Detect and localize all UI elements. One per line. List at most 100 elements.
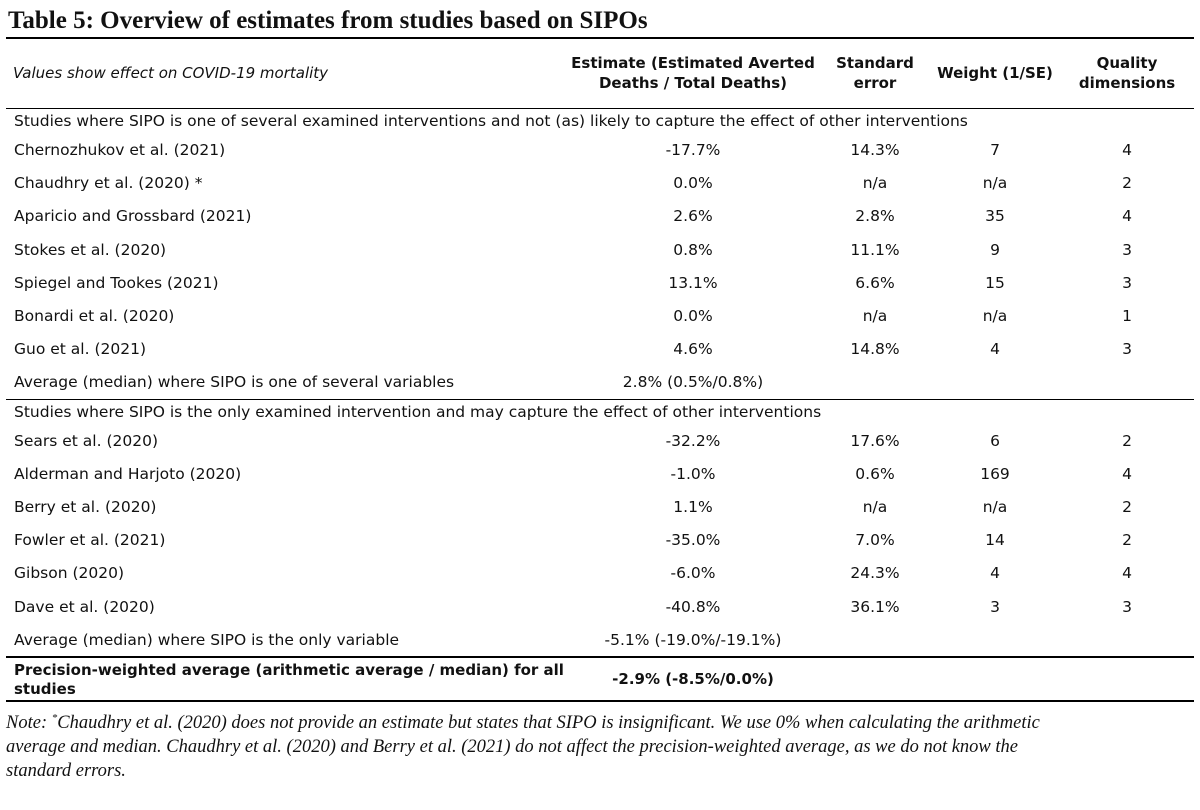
column-header-estimate: Estimate (Estimated Averted Deaths / Tot… bbox=[571, 54, 815, 93]
study-name: Guo et al. (2021) bbox=[14, 340, 146, 359]
quality-cell: 4 bbox=[1122, 207, 1132, 226]
standard-error-cell: n/a bbox=[862, 497, 888, 516]
weight-cell: n/a bbox=[982, 174, 1008, 193]
table-row: Berry et al. (2020) 1.1% n/a n/a 2 bbox=[6, 490, 1194, 523]
table-note: Note: *Chaudhry et al. (2020) does not p… bbox=[6, 706, 1066, 783]
standard-error-cell: 17.6% bbox=[850, 431, 900, 450]
standard-error-cell: 0.6% bbox=[855, 464, 895, 483]
section-label: Studies where SIPO is the only examined … bbox=[14, 403, 822, 421]
quality-cell: 2 bbox=[1122, 174, 1132, 193]
estimate-cell: 0.0% bbox=[673, 174, 713, 193]
table-row: Bonardi et al. (2020) 0.0% n/a n/a 1 bbox=[6, 299, 1194, 332]
quality-cell: 2 bbox=[1122, 431, 1132, 450]
column-header-quality: Quality dimensions bbox=[1078, 54, 1176, 93]
estimate-cell: -35.0% bbox=[665, 531, 721, 550]
study-name: Gibson (2020) bbox=[14, 564, 125, 583]
study-name: Berry et al. (2020) bbox=[14, 497, 157, 516]
quality-cell: 2 bbox=[1122, 497, 1132, 516]
standard-error-cell: 14.8% bbox=[850, 340, 900, 359]
quality-cell: 2 bbox=[1122, 531, 1132, 550]
table-header-row: Values show effect on COVID-19 mortality… bbox=[6, 38, 1194, 108]
estimate-cell: -17.7% bbox=[665, 141, 721, 160]
weight-cell: 169 bbox=[980, 464, 1010, 483]
average-label: Average (median) where SIPO is one of se… bbox=[14, 373, 455, 392]
weight-cell: n/a bbox=[982, 307, 1008, 326]
table-title: Table 5: Overview of estimates from stud… bbox=[8, 7, 648, 34]
quality-cell: 4 bbox=[1122, 564, 1132, 583]
study-name: Chaudhry et al. (2020) * bbox=[14, 174, 203, 193]
section-heading-several: Studies where SIPO is one of several exa… bbox=[6, 108, 1194, 134]
quality-cell: 4 bbox=[1122, 141, 1132, 160]
note-text: Chaudhry et al. (2020) does not provide … bbox=[6, 713, 1040, 782]
study-name: Chernozhukov et al. (2021) bbox=[14, 141, 226, 160]
estimate-cell: -1.0% bbox=[670, 464, 716, 483]
average-value: 2.8% (0.5%/0.8%) bbox=[622, 373, 764, 392]
study-name: Sears et al. (2020) bbox=[14, 431, 158, 450]
quality-cell: 3 bbox=[1122, 273, 1132, 292]
study-name: Dave et al. (2020) bbox=[14, 597, 155, 616]
table-row: Guo et al. (2021) 4.6% 14.8% 4 3 bbox=[6, 333, 1194, 366]
weight-cell: n/a bbox=[982, 497, 1008, 516]
estimate-cell: 0.8% bbox=[673, 240, 713, 259]
estimate-cell: -40.8% bbox=[665, 597, 721, 616]
study-name: Fowler et al. (2021) bbox=[14, 531, 166, 550]
table-row: Stokes et al. (2020) 0.8% 11.1% 9 3 bbox=[6, 233, 1194, 266]
standard-error-cell: 36.1% bbox=[850, 597, 900, 616]
table-row: Fowler et al. (2021) -35.0% 7.0% 14 2 bbox=[6, 524, 1194, 557]
document-page: Table 5: Overview of estimates from stud… bbox=[6, 6, 1194, 783]
weight-cell: 7 bbox=[990, 141, 1000, 160]
weight-cell: 4 bbox=[990, 564, 1000, 583]
table-subtitle: Values show effect on COVID-19 mortality bbox=[13, 64, 329, 83]
table-row: Chaudhry et al. (2020) * 0.0% n/a n/a 2 bbox=[6, 167, 1194, 200]
table-body: Studies where SIPO is one of several exa… bbox=[6, 108, 1194, 702]
column-header-weight: Weight (1/SE) bbox=[937, 64, 1053, 83]
quality-cell: 1 bbox=[1122, 307, 1132, 326]
standard-error-cell: 14.3% bbox=[850, 141, 900, 160]
estimate-cell: 0.0% bbox=[673, 307, 713, 326]
estimate-cell: 13.1% bbox=[668, 273, 718, 292]
estimate-cell: -6.0% bbox=[670, 564, 716, 583]
estimates-table: Values show effect on COVID-19 mortality… bbox=[6, 37, 1194, 702]
standard-error-cell: 7.0% bbox=[855, 531, 895, 550]
study-name: Aparicio and Grossbard (2021) bbox=[14, 207, 252, 226]
quality-cell: 3 bbox=[1122, 597, 1132, 616]
weight-cell: 9 bbox=[990, 240, 1000, 259]
weight-cell: 3 bbox=[990, 597, 1000, 616]
estimate-cell: 4.6% bbox=[673, 340, 713, 359]
table-row: Chernozhukov et al. (2021) -17.7% 14.3% 7 4 bbox=[6, 134, 1194, 167]
standard-error-cell: 6.6% bbox=[855, 273, 895, 292]
table-row: Gibson (2020) -6.0% 24.3% 4 4 bbox=[6, 557, 1194, 590]
section-heading-only: Studies where SIPO is the only examined … bbox=[6, 399, 1194, 425]
study-name: Bonardi et al. (2020) bbox=[14, 307, 175, 326]
note-prefix: Note: bbox=[6, 713, 52, 734]
table-row: Aparicio and Grossbard (2021) 2.6% 2.8% 35 4 bbox=[6, 200, 1194, 233]
quality-cell: 3 bbox=[1122, 340, 1132, 359]
standard-error-cell: 11.1% bbox=[850, 240, 900, 259]
standard-error-cell: 24.3% bbox=[850, 564, 900, 583]
standard-error-cell: n/a bbox=[862, 174, 888, 193]
weight-cell: 35 bbox=[985, 207, 1005, 226]
average-row-several: Average (median) where SIPO is one of se… bbox=[6, 366, 1194, 400]
section-label: Studies where SIPO is one of several exa… bbox=[14, 112, 968, 130]
study-name: Spiegel and Tookes (2021) bbox=[14, 273, 219, 292]
average-value: -5.1% (-19.0%/-19.1%) bbox=[604, 630, 782, 649]
weight-cell: 14 bbox=[985, 531, 1005, 550]
standard-error-cell: 2.8% bbox=[855, 207, 895, 226]
quality-cell: 3 bbox=[1122, 240, 1132, 259]
overall-label: Precision-weighted average (arithmetic a… bbox=[14, 661, 564, 699]
estimate-cell: 2.6% bbox=[673, 207, 713, 226]
estimate-cell: -32.2% bbox=[665, 431, 721, 450]
estimate-cell: 1.1% bbox=[673, 497, 713, 516]
standard-error-cell: n/a bbox=[862, 307, 888, 326]
average-row-only: Average (median) where SIPO is the only … bbox=[6, 623, 1194, 657]
overall-average-row: Precision-weighted average (arithmetic a… bbox=[6, 657, 1194, 702]
overall-value: -2.9% (-8.5%/0.0%) bbox=[612, 669, 774, 688]
column-header-standard-error: Standard error bbox=[836, 54, 914, 93]
weight-cell: 15 bbox=[985, 273, 1005, 292]
quality-cell: 4 bbox=[1122, 464, 1132, 483]
table-row: Dave et al. (2020) -40.8% 36.1% 3 3 bbox=[6, 590, 1194, 623]
weight-cell: 6 bbox=[990, 431, 1000, 450]
table-row: Sears et al. (2020) -32.2% 17.6% 6 2 bbox=[6, 424, 1194, 457]
average-label: Average (median) where SIPO is the only … bbox=[14, 630, 400, 649]
study-name: Alderman and Harjoto (2020) bbox=[14, 464, 242, 483]
